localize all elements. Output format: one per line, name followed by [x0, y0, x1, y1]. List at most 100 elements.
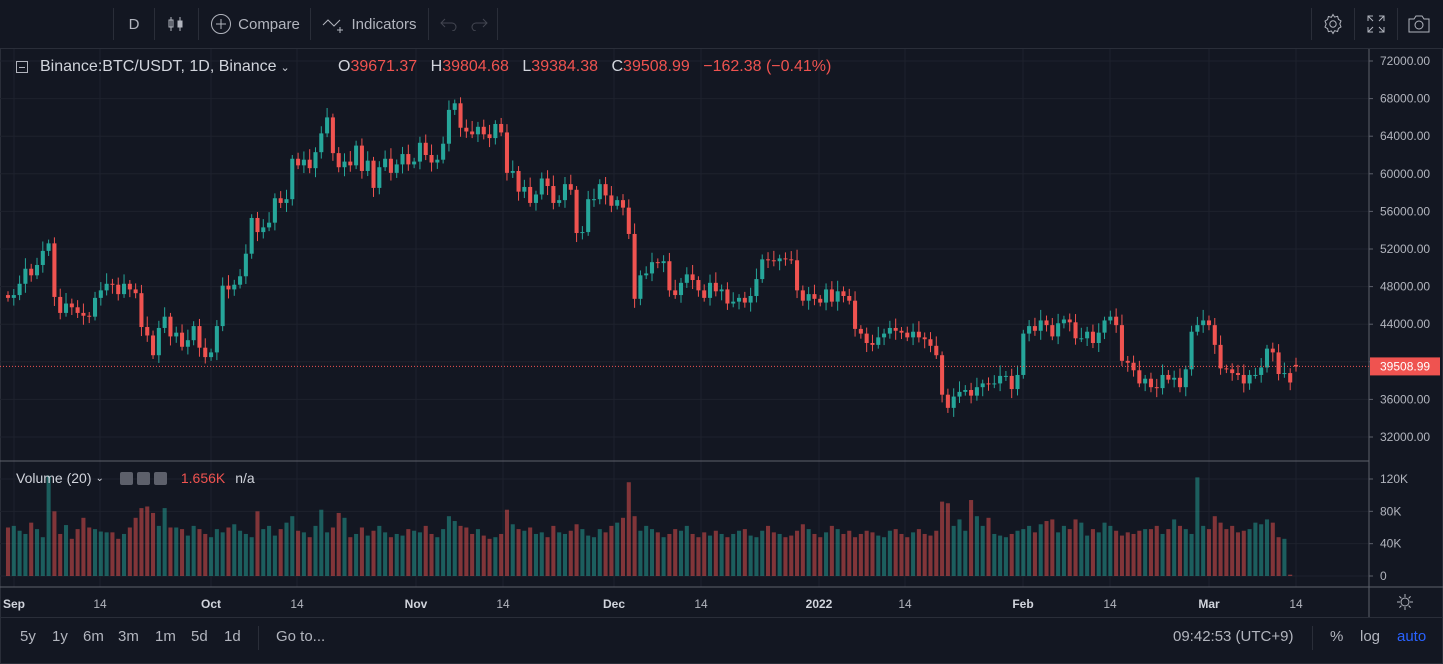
volume-bar	[841, 533, 846, 576]
volume-bar	[916, 529, 921, 576]
candle-body	[969, 390, 974, 396]
indicators-icon	[323, 19, 344, 33]
candle-body	[75, 307, 80, 313]
volume-bar	[806, 529, 811, 576]
volume-bar	[980, 525, 985, 576]
grid-lines	[0, 49, 1369, 587]
eye-icon[interactable]	[119, 471, 133, 485]
volume-bar	[255, 511, 260, 576]
volume-bar	[475, 529, 480, 576]
candle-body	[632, 233, 637, 299]
candle-body	[754, 279, 759, 296]
candle-body	[707, 282, 713, 298]
time-axis[interactable]: Sep 14 Oct 14 Nov 14 Dec 14 2022 14 Feb 14 Mar 14	[3, 597, 1303, 611]
time-axis-settings-button[interactable]	[1397, 594, 1413, 610]
volume-bar	[690, 533, 695, 576]
undo-button[interactable]	[436, 0, 462, 48]
volume-bar	[597, 529, 602, 576]
time-tick-label: Mar	[1198, 597, 1220, 611]
volume-bar	[17, 530, 22, 576]
candle-body	[858, 328, 863, 334]
fullscreen-button[interactable]	[1355, 0, 1397, 48]
volume-legend[interactable]: Volume (20) ⌄ 1.656K n/a	[16, 470, 255, 486]
candle-body	[887, 327, 892, 334]
range-5d[interactable]: 5d	[191, 628, 208, 645]
auto-toggle[interactable]: auto	[1397, 628, 1427, 645]
candle-body	[69, 303, 74, 308]
candle-body	[847, 296, 852, 301]
candle-body	[812, 294, 817, 299]
range-5y[interactable]: 5y	[20, 628, 36, 645]
candle-body	[1218, 344, 1223, 369]
symbol-title: Binance:BTC/USDT, 1D, Binance	[40, 58, 277, 75]
close-value: 39508.99	[623, 58, 690, 75]
range-3m[interactable]: 3m	[118, 628, 139, 645]
bottom-toolbar: 5y 1y 6m 3m 1m 5d 1d Go to... 09:42:53 (UTC+9)…	[0, 617, 1443, 657]
price-axis[interactable]: 72000.00 68000.00 64000.00 60000.00 56000.00…	[1369, 54, 1430, 444]
volume-bar	[731, 533, 736, 576]
candle-body	[110, 283, 115, 285]
chevron-down-icon[interactable]: ⌄	[280, 61, 290, 74]
volume-bar	[934, 530, 939, 576]
high-key: H	[430, 58, 443, 75]
volume-bar	[69, 538, 74, 576]
candle-body	[238, 276, 243, 285]
price-tick-label: 68000.00	[1380, 92, 1430, 106]
close-icon[interactable]	[153, 471, 167, 485]
candle-body	[1021, 333, 1026, 375]
clock[interactable]: 09:42:53 (UTC+9)	[1173, 628, 1294, 645]
range-6m[interactable]: 6m	[83, 628, 104, 645]
volume-bar	[1166, 529, 1171, 576]
candle-body	[1189, 331, 1194, 370]
candle-body	[1230, 369, 1235, 374]
volume-axis[interactable]: 120K 80K 40K 0	[1369, 472, 1408, 583]
range-1d[interactable]: 1d	[224, 628, 241, 645]
symbol-legend[interactable]: Binance:BTC/USDT, 1D, Binance ⌄	[16, 58, 290, 76]
volume-bar	[1102, 522, 1107, 576]
candle-body	[1212, 325, 1217, 345]
chart-type-button[interactable]	[155, 0, 197, 48]
candle-body	[795, 260, 800, 291]
gear-icon	[1397, 594, 1413, 610]
candle-body	[243, 253, 248, 277]
snapshot-button[interactable]	[1398, 0, 1440, 48]
candle-body	[1201, 320, 1206, 326]
indicators-button[interactable]: Indicators	[316, 0, 422, 48]
candle-body	[1276, 352, 1281, 375]
volume-bar	[110, 532, 115, 576]
goto-button[interactable]: Go to...	[276, 628, 326, 645]
volume-bar	[296, 530, 301, 576]
volume-bar	[365, 535, 370, 576]
volume-tick-label: 0	[1380, 569, 1387, 583]
candle-body	[1143, 378, 1148, 384]
volume-bar	[876, 535, 881, 576]
volume-bar	[1201, 525, 1206, 576]
candle-body	[11, 295, 16, 298]
range-1y[interactable]: 1y	[52, 628, 68, 645]
candle-body	[998, 375, 1003, 384]
percent-toggle[interactable]: %	[1330, 628, 1344, 645]
settings-button[interactable]	[1312, 0, 1354, 48]
volume-bar	[702, 532, 707, 576]
candle-body	[870, 343, 875, 345]
chevron-down-icon[interactable]: ⌄	[95, 472, 104, 484]
volume-bar	[238, 530, 243, 576]
volume-bar	[795, 530, 800, 576]
candle-body	[197, 326, 202, 348]
candle-body	[980, 383, 985, 388]
close-key: C	[611, 58, 624, 75]
chart-canvas[interactable]: 72000.00 68000.00 64000.00 60000.00 56000.00…	[0, 49, 1443, 617]
collapse-legend-icon[interactable]	[16, 61, 28, 73]
volume-bar	[1247, 529, 1252, 576]
candle-body	[522, 186, 527, 192]
settings-icon[interactable]	[136, 471, 150, 485]
log-toggle[interactable]: log	[1360, 628, 1381, 645]
interval-button[interactable]: D	[114, 0, 154, 48]
volume-bar	[1189, 533, 1194, 576]
candle-body	[162, 316, 167, 328]
redo-button[interactable]	[466, 0, 492, 48]
candle-body	[603, 184, 608, 196]
range-1m[interactable]: 1m	[155, 628, 176, 645]
compare-button[interactable]: Compare	[204, 0, 306, 48]
candle-body	[992, 383, 997, 385]
